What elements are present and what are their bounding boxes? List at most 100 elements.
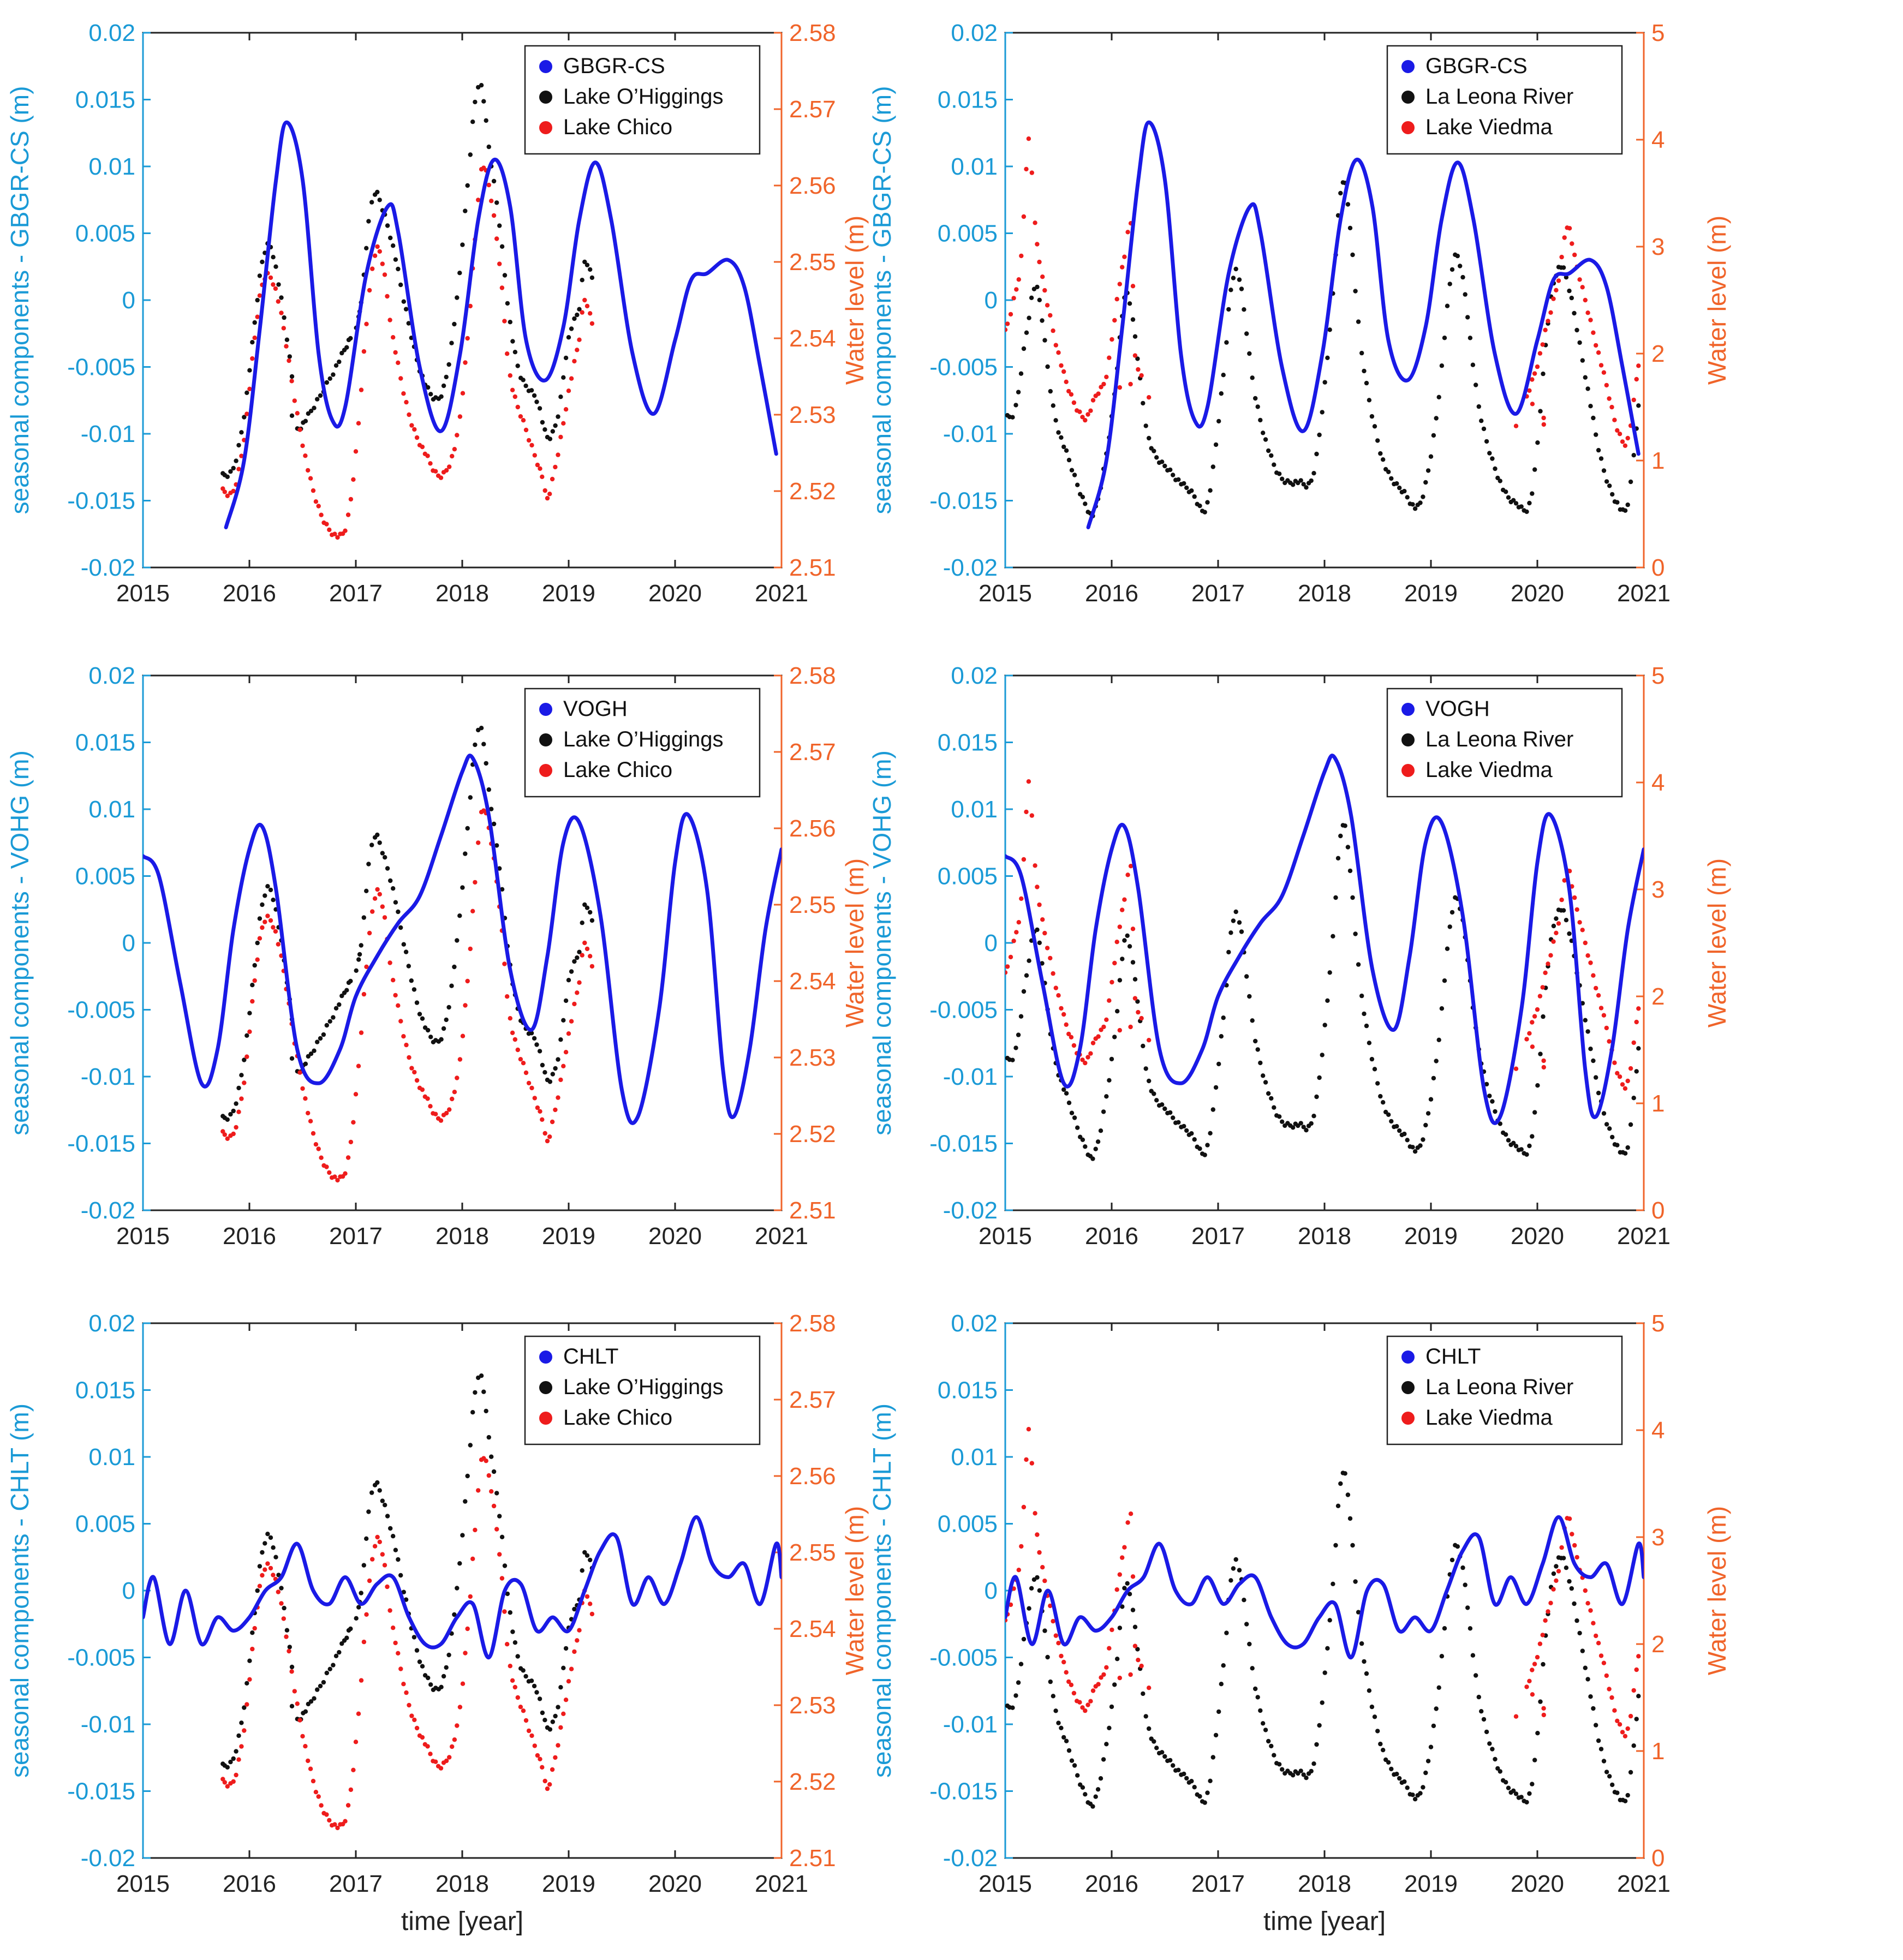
- data-point: [1122, 1545, 1127, 1550]
- data-point: [366, 1509, 371, 1514]
- data-point: [257, 1564, 263, 1569]
- plot-area: [1005, 754, 1644, 1161]
- data-point: [1465, 315, 1470, 320]
- y-left-tick-label: -0.01: [943, 1711, 998, 1738]
- data-point: [268, 275, 273, 280]
- data-point: [1014, 287, 1019, 292]
- data-point: [1239, 929, 1244, 934]
- data-point: [1551, 923, 1556, 929]
- data-point: [1005, 327, 1008, 332]
- data-point: [1617, 432, 1622, 437]
- data-point: [1421, 1785, 1425, 1790]
- data-point: [1436, 1685, 1441, 1690]
- data-point: [1604, 1122, 1609, 1127]
- data-point: [518, 414, 523, 419]
- data-point: [1546, 961, 1550, 966]
- data-point: [457, 271, 462, 276]
- data-point: [1037, 297, 1042, 302]
- data-point: [523, 1718, 529, 1723]
- data-point: [1481, 426, 1487, 432]
- data-point: [242, 415, 247, 420]
- data-point: [1309, 1768, 1314, 1774]
- data-point: [1458, 264, 1463, 268]
- data-point: [1314, 451, 1319, 457]
- legend-box: [1386, 1335, 1623, 1445]
- legend-marker: [539, 1412, 552, 1425]
- data-point: [303, 1061, 308, 1066]
- data-point: [289, 379, 294, 384]
- data-point: [428, 1035, 433, 1039]
- data-point: [1343, 823, 1347, 828]
- data-point: [303, 453, 308, 458]
- data-point: [1487, 1093, 1492, 1098]
- y-right-tick-label: 4: [1651, 127, 1665, 153]
- data-point: [494, 1527, 499, 1532]
- data-point: [1364, 1023, 1369, 1029]
- data-point: [236, 1733, 241, 1738]
- data-point: [1356, 319, 1361, 324]
- legend-marker: [539, 60, 552, 73]
- data-point: [1537, 1641, 1543, 1646]
- data-point: [1066, 1100, 1072, 1106]
- data-point: [1221, 373, 1226, 378]
- legend-marker: [1401, 733, 1415, 746]
- data-point: [584, 1553, 590, 1558]
- data-point: [532, 1743, 537, 1748]
- data-point: [1428, 1097, 1434, 1102]
- data-point: [1572, 252, 1577, 258]
- data-point: [1147, 1726, 1152, 1731]
- data-point: [534, 399, 539, 404]
- data-point: [494, 1491, 499, 1496]
- data-point: [1530, 402, 1535, 407]
- x-tick-label: 2020: [1511, 1871, 1564, 1897]
- x-tick-label: 2017: [329, 580, 383, 607]
- data-point: [279, 295, 284, 300]
- y-right-tick-label: 2: [1651, 340, 1665, 367]
- data-point: [393, 350, 398, 355]
- data-point: [1506, 1138, 1511, 1143]
- data-point: [1208, 1778, 1213, 1783]
- data-point: [499, 1534, 505, 1539]
- data-point: [377, 892, 382, 897]
- data-point: [563, 355, 569, 361]
- data-point: [1504, 1132, 1508, 1137]
- data-point: [1182, 1771, 1186, 1777]
- data-point: [1455, 1544, 1460, 1549]
- y-left-tick-label: -0.005: [929, 354, 998, 381]
- data-point: [1114, 940, 1119, 945]
- data-point: [1101, 1757, 1106, 1762]
- data-point: [1016, 1568, 1022, 1573]
- data-point: [1607, 1687, 1612, 1692]
- data-point: [1228, 1578, 1233, 1583]
- data-point: [1338, 190, 1343, 196]
- data-point: [1548, 953, 1553, 958]
- data-point: [257, 273, 263, 278]
- data-point: [351, 1120, 356, 1125]
- data-point: [460, 1033, 466, 1038]
- data-point: [385, 294, 390, 299]
- data-point: [441, 383, 446, 389]
- data-point: [534, 1042, 539, 1047]
- data-point: [1250, 1018, 1255, 1023]
- data-point: [1216, 419, 1221, 424]
- data-point: [1609, 1695, 1614, 1700]
- data-point: [1439, 1654, 1445, 1659]
- data-point: [580, 921, 584, 925]
- data-point: [1449, 267, 1455, 272]
- data-point: [324, 522, 329, 527]
- data-point: [1567, 931, 1572, 936]
- y-left-tick-label: -0.02: [81, 1197, 135, 1224]
- data-point: [319, 512, 324, 517]
- data-point: [558, 1077, 563, 1083]
- data-point: [1350, 252, 1355, 258]
- y-right-tick-label: 3: [1651, 1524, 1665, 1551]
- data-point: [356, 1063, 361, 1068]
- data-point: [575, 348, 580, 352]
- y-right-axis-title: Water level (m): [840, 1506, 869, 1675]
- data-point: [1535, 1007, 1540, 1012]
- data-point: [463, 1499, 468, 1504]
- data-point: [1018, 1662, 1024, 1666]
- data-point: [428, 392, 433, 397]
- data-point: [1143, 1066, 1148, 1071]
- data-point: [452, 1090, 457, 1095]
